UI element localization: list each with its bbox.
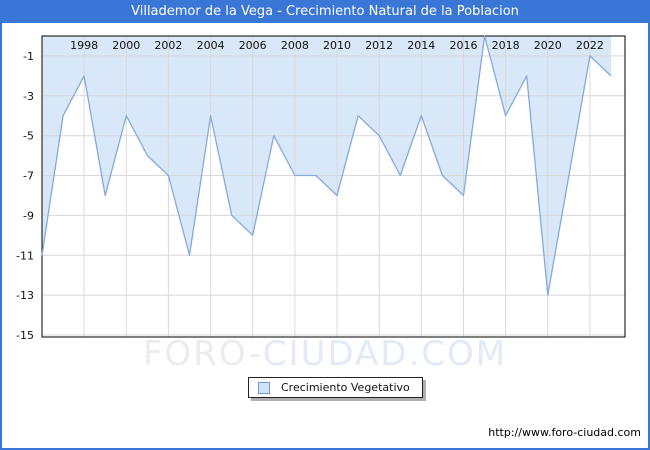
y-tick-label: -13: [16, 289, 34, 302]
y-tick-label: -5: [23, 130, 34, 143]
plot-border: [41, 35, 626, 338]
watermark: FORO-CIUDAD.COM: [0, 334, 650, 374]
x-tick-label: 2018: [492, 39, 520, 52]
x-tick-label: 2004: [197, 39, 225, 52]
chart-title: Villademor de la Vega - Crecimiento Natu…: [131, 4, 519, 19]
legend[interactable]: Crecimiento Vegetativo: [248, 377, 423, 398]
y-axis-labels: -1 -3 -5 -7 -9 -11 -13 -15: [16, 50, 34, 342]
footer-url[interactable]: http://www.foro-ciudad.com: [488, 426, 641, 439]
y-tick-label: -15: [16, 329, 34, 342]
x-tick-label: 2022: [576, 39, 604, 52]
x-tick-label: 2012: [365, 39, 393, 52]
x-axis-labels: 1998 2000 2002 2004 2006 2008 2010 2012 2014 2016…: [70, 39, 604, 52]
legend-label: Crecimiento Vegetativo: [281, 381, 410, 394]
x-tick-label: 2016: [450, 39, 478, 52]
x-tick-label: 2020: [534, 39, 562, 52]
chart-title-bar: Villademor de la Vega - Crecimiento Natu…: [0, 0, 650, 23]
y-tick-label: -3: [23, 90, 34, 103]
x-tick-label: 2010: [323, 39, 351, 52]
x-tick-label: 2006: [239, 39, 267, 52]
y-tick-label: -7: [23, 170, 34, 183]
watermark-gray: FORO-: [142, 334, 263, 374]
y-tick-label: -1: [23, 50, 34, 63]
x-tick-label: 2000: [112, 39, 140, 52]
y-tick-label: -11: [16, 249, 34, 262]
x-tick-label: 2014: [407, 39, 435, 52]
legend-swatch-icon: [258, 381, 270, 394]
gridlines: [42, 36, 625, 337]
x-tick-label: 2002: [154, 39, 182, 52]
watermark-blue: CIUDAD.COM: [262, 334, 508, 374]
chart-line: [41, 35, 612, 296]
x-tick-label: 1998: [70, 39, 98, 52]
x-tick-label: 2008: [281, 39, 309, 52]
chart-area-fill: [42, 36, 611, 296]
y-tick-label: -9: [23, 209, 34, 222]
